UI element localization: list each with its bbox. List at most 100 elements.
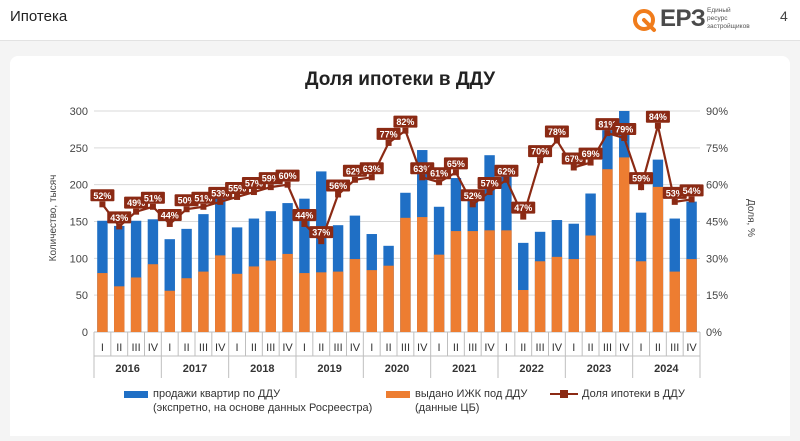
y2-tick-label: 90% <box>706 106 728 118</box>
y-tick-label: 250 <box>70 143 88 155</box>
share-data-label-bg <box>645 110 670 123</box>
share-data-label: 52% <box>93 191 111 201</box>
loans-bar <box>299 273 310 332</box>
quarter-tick-label: II <box>318 342 324 354</box>
share-data-label: 62% <box>497 166 515 176</box>
logo-text: ЕРЗ <box>660 5 706 32</box>
loans-bar <box>534 261 546 332</box>
quarter-tick-label: III <box>131 342 140 354</box>
y2-tick-label: 45% <box>706 217 728 229</box>
share-data-label-bg <box>511 201 536 214</box>
loans-bar <box>686 259 697 332</box>
quarter-tick-label: I <box>572 342 575 354</box>
logo-tagline-line: Единый <box>707 7 731 14</box>
share-data-label: 59% <box>262 174 280 184</box>
loans-bar <box>602 169 613 332</box>
share-data-label-bg <box>326 179 351 192</box>
y-tick-label: 300 <box>70 106 88 118</box>
quarter-tick-label: II <box>655 342 661 354</box>
share-data-label-bg <box>140 191 165 204</box>
loans-bar <box>467 231 478 332</box>
quarter-tick-label: II <box>386 342 392 354</box>
share-data-label: 84% <box>649 112 667 122</box>
share-point <box>183 206 190 213</box>
legend-sales: продажи квартир по ДДУ (экспретно, на ос… <box>153 387 372 415</box>
year-tick-label: 2021 <box>452 363 476 375</box>
share-data-label: 37% <box>312 228 330 238</box>
logo-tagline-line: застройщиков <box>707 23 750 30</box>
loans-bar <box>316 272 327 332</box>
share-data-label-bg <box>578 147 603 160</box>
share-data-label-bg <box>275 169 300 182</box>
share-point <box>486 189 493 196</box>
loans-bar <box>181 278 192 332</box>
share-point <box>402 127 409 134</box>
loans-bar <box>198 271 209 332</box>
year-tick-label: 2017 <box>183 363 207 375</box>
share-data-label: 82% <box>396 117 414 127</box>
quarter-tick-label: IV <box>552 342 563 354</box>
share-data-label: 79% <box>615 125 633 135</box>
loans-bar <box>417 217 428 332</box>
sales-bar <box>114 225 125 332</box>
share-data-label-bg <box>460 189 485 202</box>
share-data-label-bg <box>359 162 384 175</box>
share-point <box>301 220 308 227</box>
share-point <box>318 238 325 245</box>
share-point <box>654 122 661 129</box>
share-point <box>234 193 241 200</box>
share-point <box>267 184 274 191</box>
share-point <box>250 189 257 196</box>
loans-bar <box>400 217 411 332</box>
quarter-tick-label: IV <box>619 342 630 354</box>
top-bar: Ипотека ЕРЗ Единый ресурс застройщиков 4 <box>0 0 800 41</box>
quarter-tick-label: III <box>603 342 612 354</box>
share-data-label: 70% <box>531 147 549 157</box>
loans-bar <box>215 255 226 332</box>
share-data-label: 81% <box>598 120 616 130</box>
share-data-label-bg <box>494 164 519 177</box>
logo-tagline-line: ресурс <box>707 15 728 22</box>
share-data-label-bg <box>157 208 182 221</box>
share-data-label-bg <box>376 127 401 140</box>
loans-bar <box>147 264 159 332</box>
quarter-tick-label: III <box>401 342 410 354</box>
quarter-tick-label: IV <box>484 342 495 354</box>
share-point <box>335 191 342 198</box>
share-data-label-bg <box>393 115 418 128</box>
share-data-label-bg <box>443 157 468 170</box>
share-data-label: 77% <box>380 129 398 139</box>
share-data-label: 56% <box>329 181 347 191</box>
quarter-tick-label: I <box>303 342 306 354</box>
share-data-label: 57% <box>481 179 499 189</box>
share-data-label: 69% <box>582 149 600 159</box>
share-data-label: 78% <box>548 127 566 137</box>
loans-bar <box>433 254 445 332</box>
share-point <box>604 130 611 137</box>
quarter-tick-label: I <box>505 342 508 354</box>
y2-tick-label: 15% <box>706 290 728 302</box>
share-data-label: 63% <box>363 164 381 174</box>
share-data-label: 63% <box>413 164 431 174</box>
share-data-label: 57% <box>245 179 263 189</box>
loans-bar <box>366 270 377 332</box>
loans-bar <box>585 235 596 332</box>
share-point <box>436 179 443 186</box>
y-tick-label: 150 <box>70 217 88 229</box>
share-point <box>537 157 544 164</box>
quarter-tick-label: II <box>251 342 257 354</box>
share-data-label: 51% <box>194 193 212 203</box>
quarter-tick-label: IV <box>417 342 428 354</box>
sales-bar <box>316 171 327 332</box>
page-number: 4 <box>780 8 788 24</box>
loans-bar <box>97 273 108 332</box>
share-data-label: 53% <box>211 188 229 198</box>
sales-bar <box>164 239 175 332</box>
y2-tick-label: 75% <box>706 143 728 155</box>
sales-bar <box>518 242 529 332</box>
quarter-tick-label: I <box>101 342 104 354</box>
quarter-tick-label: IV <box>215 342 226 354</box>
mortgage-share-chart: Доля ипотеки в ДДУ Количество, тысяч Дол… <box>48 69 756 378</box>
quarter-tick-label: I <box>370 342 373 354</box>
share-point <box>570 164 577 171</box>
